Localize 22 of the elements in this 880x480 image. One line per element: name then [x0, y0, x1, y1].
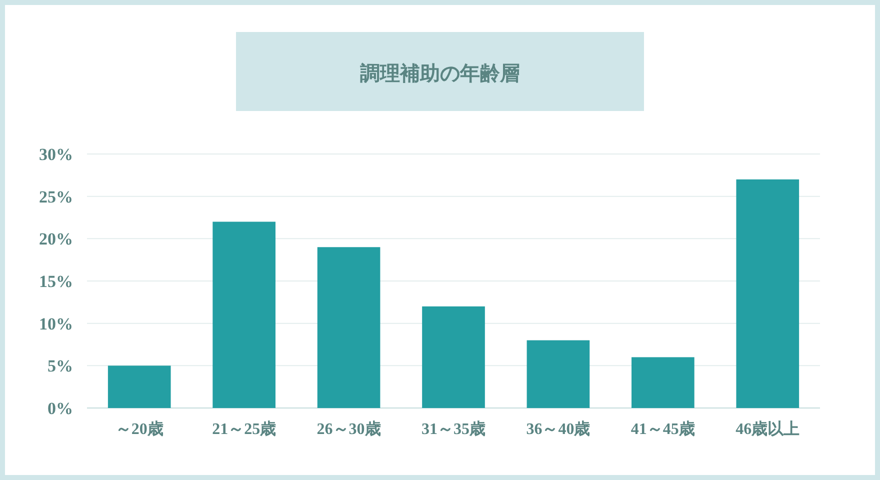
bar	[736, 179, 800, 408]
y-tick-label: 5%	[48, 356, 73, 376]
y-tick-label: 20%	[39, 230, 73, 249]
x-tick-label: 46歳以上	[736, 420, 800, 438]
y-tick-label: 10%	[39, 314, 73, 334]
bar	[422, 306, 485, 408]
x-tick-label: 36～40歳	[526, 420, 590, 438]
bar	[108, 366, 171, 408]
bar	[212, 222, 276, 408]
x-tick-label: 31～35歳	[422, 420, 486, 438]
x-tick-label: 26～30歳	[316, 420, 381, 438]
bar	[317, 247, 380, 408]
bar	[632, 357, 694, 408]
x-tick-label: 41～45歳	[630, 420, 695, 438]
chart-title: 調理補助の年齢層	[360, 61, 520, 85]
x-tick-label: 21～25歳	[212, 420, 276, 438]
y-tick-label: 25%	[39, 187, 73, 206]
x-tick-label: ～20歳	[115, 420, 164, 438]
y-tick-label: 0%	[48, 399, 73, 418]
y-tick-label: 15%	[39, 272, 73, 291]
bar	[526, 340, 590, 408]
y-tick-label: 30%	[39, 145, 73, 164]
